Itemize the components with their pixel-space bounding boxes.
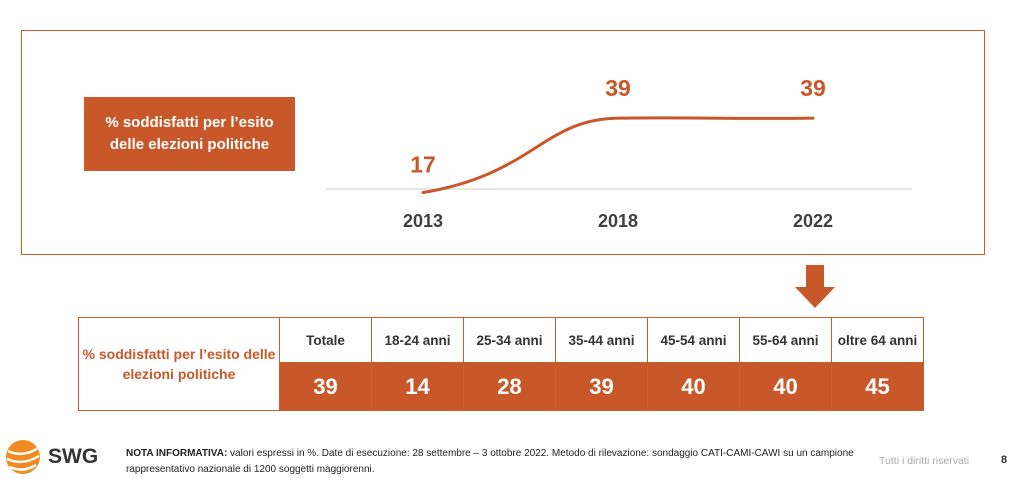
data-label-2013: 17	[410, 152, 436, 178]
col-header-oltre-64: oltre 64 anni	[831, 317, 924, 363]
x-tick-2013: 2013	[403, 211, 443, 231]
page-number: 8	[1001, 454, 1008, 466]
value-35-44: 39	[555, 362, 648, 411]
line-chart: 17 39 39 2013 2018 2022	[326, 75, 912, 231]
value-25-34: 28	[463, 362, 556, 411]
value-oltre-64: 45	[831, 362, 924, 411]
data-label-2018: 39	[605, 75, 631, 101]
rights-notice: Tutti i diritti riservati	[879, 455, 970, 467]
swg-logo-icon	[6, 440, 40, 474]
chart-series-label: % soddisfatti per l’esito delle elezioni…	[84, 97, 295, 171]
col-header-35-44: 35-44 anni	[555, 317, 648, 363]
value-totale: 39	[279, 362, 372, 411]
x-tick-2018: 2018	[598, 211, 638, 231]
data-label-2022: 39	[800, 75, 826, 101]
col-header-18-24: 18-24 anni	[371, 317, 464, 363]
footnote-text: valori espressi in %. Date di esecuzione…	[126, 448, 854, 475]
value-18-24: 14	[371, 362, 464, 411]
x-tick-2022: 2022	[793, 211, 833, 231]
series-line	[421, 116, 815, 195]
age-breakdown-table: % soddisfatti per l’esito delle elezioni…	[78, 317, 924, 411]
col-header-totale: Totale	[279, 317, 372, 363]
chart-frame	[21, 30, 985, 255]
value-45-54: 40	[647, 362, 740, 411]
table-row-label: % soddisfatti per l’esito delle elezioni…	[78, 317, 280, 411]
footnote: NOTA INFORMATIVA: valori espressi in %. …	[126, 446, 866, 478]
down-arrow-icon	[795, 265, 835, 308]
footnote-label: NOTA INFORMATIVA:	[126, 448, 228, 459]
col-header-45-54: 45-54 anni	[647, 317, 740, 363]
col-header-55-64: 55-64 anni	[739, 317, 832, 363]
value-55-64: 40	[739, 362, 832, 411]
logo-text: SWG	[48, 445, 99, 468]
swg-logo: SWG	[4, 438, 98, 476]
col-header-25-34: 25-34 anni	[463, 317, 556, 363]
